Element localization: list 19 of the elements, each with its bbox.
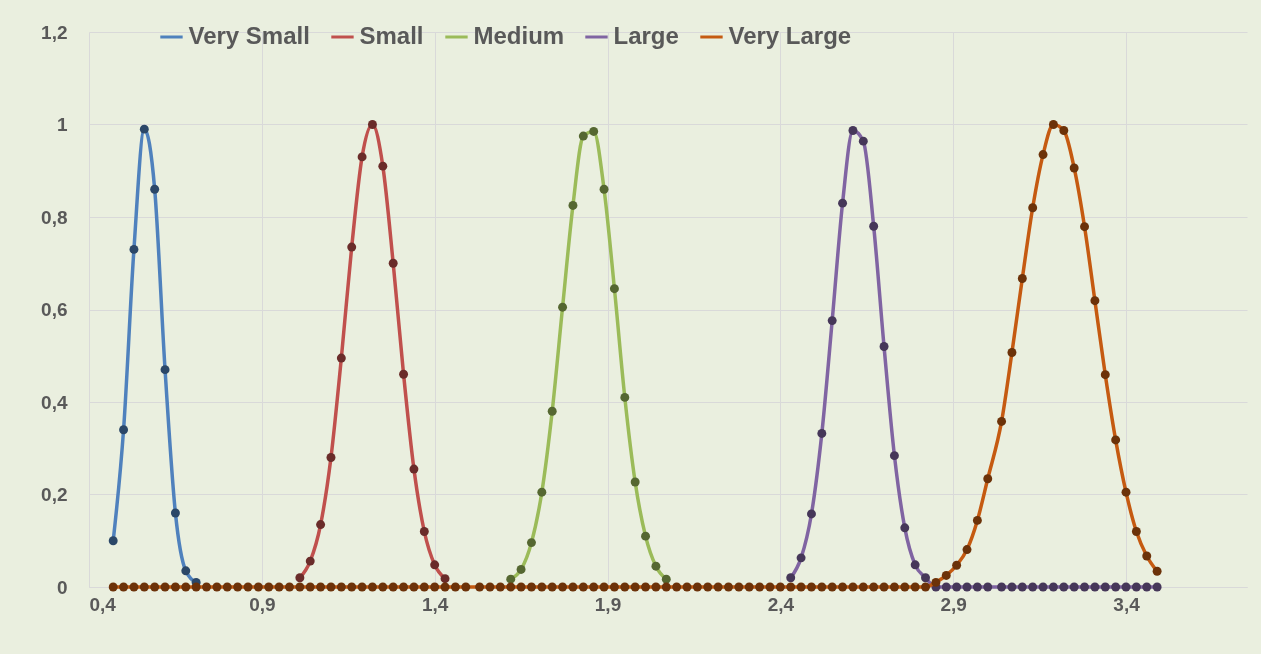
y-tick-label: 0,6 (41, 299, 68, 320)
legend-label: Medium (473, 22, 565, 49)
x-tick-label: 2,4 (767, 593, 795, 615)
legend-label: Very Large (728, 22, 852, 49)
legend-label: Large (613, 22, 679, 49)
x-tick-label: 1,9 (594, 593, 622, 615)
x-tick-label: 2,9 (940, 593, 967, 615)
y-tick-label: 0,8 (41, 206, 68, 228)
y-tick-label: 1,2 (41, 21, 68, 43)
y-tick-label: 0 (56, 576, 68, 598)
y-tick-label: 0,2 (41, 484, 68, 505)
y-tick-label: 0,4 (41, 391, 68, 413)
y-tick-label: 1 (56, 114, 68, 135)
x-tick-label: 0,9 (249, 593, 276, 615)
x-tick-label: 3,4 (1113, 593, 1141, 615)
legend-label: Small (359, 22, 424, 49)
x-tick-label: 1,4 (421, 593, 449, 615)
legend-label: Very Small (188, 22, 310, 49)
x-tick-label: 0,4 (89, 593, 117, 615)
